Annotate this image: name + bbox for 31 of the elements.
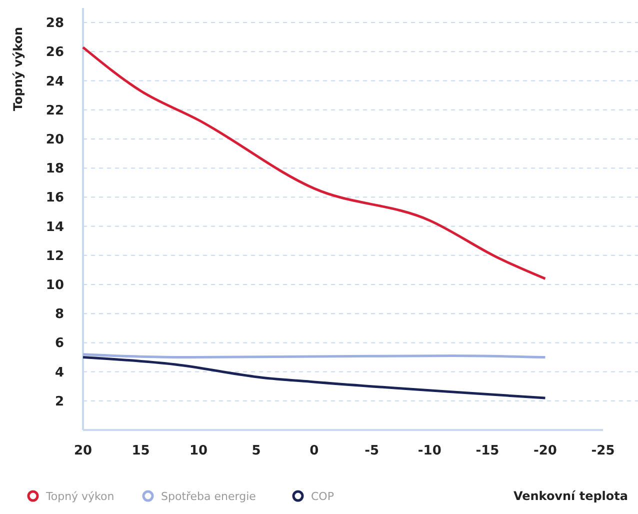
x-axis-title: Venkovní teplota [513,489,628,504]
x-tick-label: 15 [132,444,150,459]
x-tick-label: 20 [74,444,92,459]
y-tick-label: 26 [46,45,64,60]
x-tick-label: -5 [364,444,380,459]
y-tick-label: 16 [46,190,64,206]
y-tick-label: 20 [46,132,64,148]
y-tick-label: 24 [46,74,64,90]
y-tick-label: 8 [54,307,64,322]
x-tick-label: -25 [591,444,615,459]
x-tick-label: 0 [310,444,319,459]
y-axis-title: Topný výkon [11,26,25,112]
x-tick-label: -20 [533,444,557,459]
y-tick-label: 28 [46,16,64,32]
legend-label: COP [311,490,334,503]
y-tick-label: 6 [54,336,64,352]
line-series [82,46,546,280]
y-tick-label: 18 [46,162,64,177]
y-tick-label: 2 [54,394,64,410]
y-tick-label: 22 [46,103,64,118]
x-tick-label: -10 [418,444,442,459]
y-tick-label: 12 [46,248,64,264]
x-tick-label: -15 [476,444,500,459]
x-tick-label: 5 [252,444,261,459]
x-tick-label: 10 [190,444,208,459]
legend-label: Topný výkon [45,490,114,503]
y-tick-label: 14 [46,220,64,235]
legend-label: Spotřeba energie [161,490,256,503]
y-tick-label: 10 [46,278,64,294]
y-tick-label: 4 [54,365,64,380]
line-series [82,356,546,400]
